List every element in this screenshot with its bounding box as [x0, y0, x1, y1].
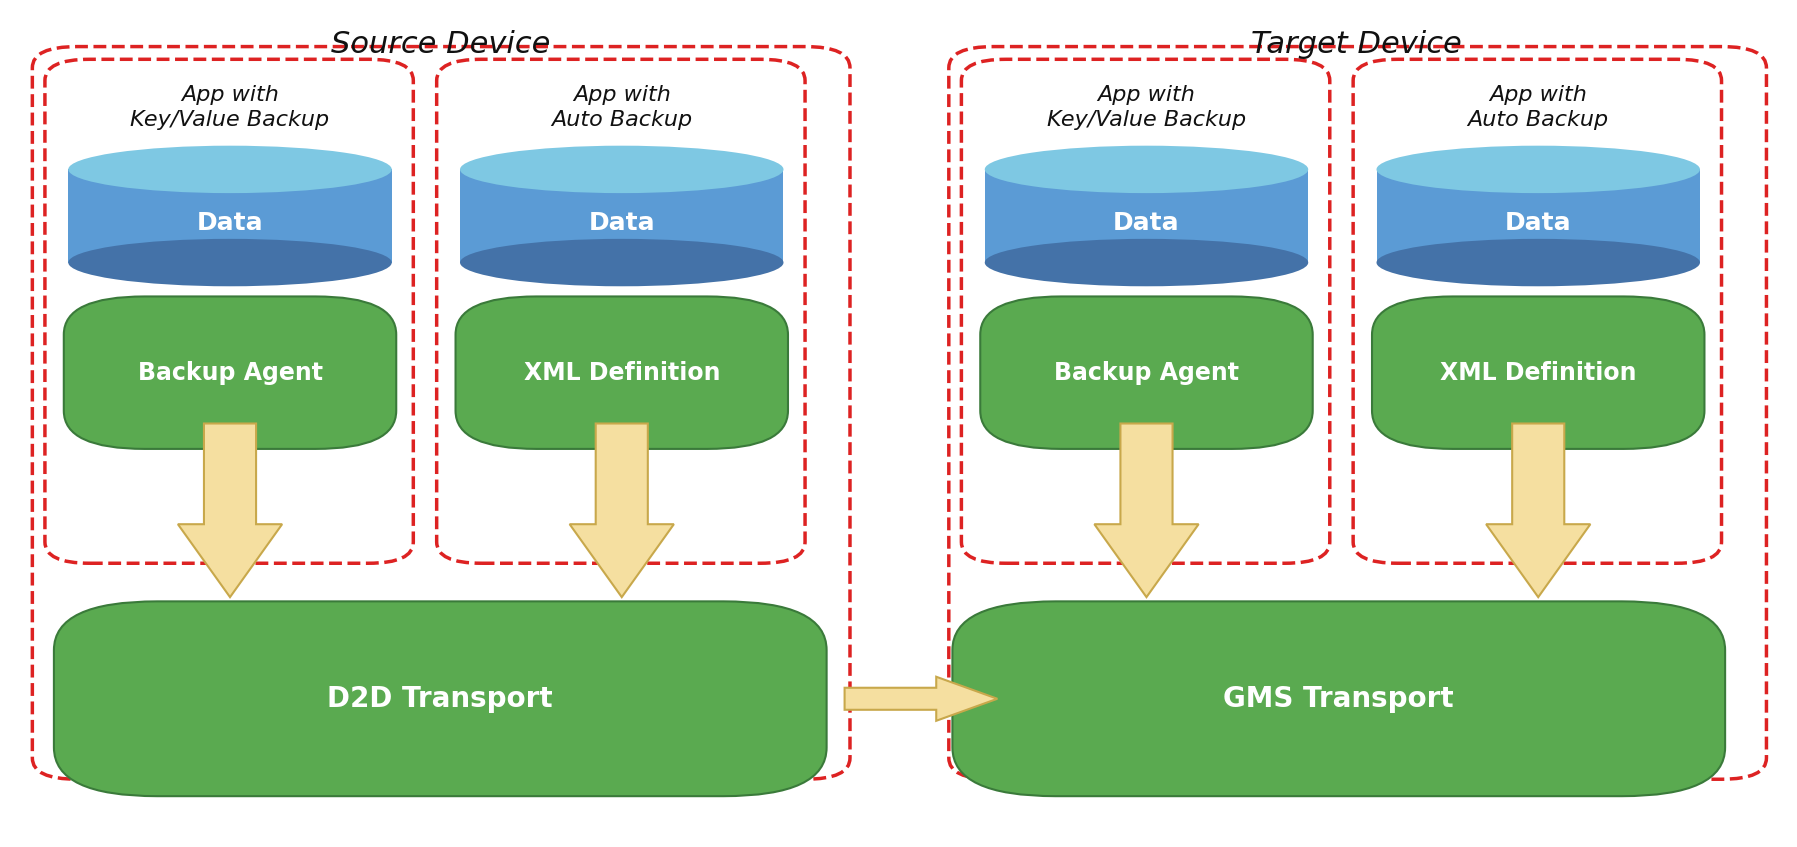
- Ellipse shape: [460, 239, 783, 286]
- FancyBboxPatch shape: [961, 59, 1330, 563]
- FancyBboxPatch shape: [32, 47, 850, 779]
- Text: Backup Agent: Backup Agent: [138, 361, 322, 385]
- FancyBboxPatch shape: [437, 59, 805, 563]
- Bar: [460, 169, 783, 263]
- Text: Source Device: Source Device: [331, 30, 550, 58]
- Ellipse shape: [1377, 146, 1700, 193]
- Text: Backup Agent: Backup Agent: [1055, 361, 1238, 385]
- FancyBboxPatch shape: [1353, 59, 1722, 563]
- Text: App with
Auto Backup: App with Auto Backup: [552, 85, 692, 130]
- Polygon shape: [178, 424, 282, 597]
- Text: XML Definition: XML Definition: [523, 361, 721, 385]
- FancyBboxPatch shape: [1373, 296, 1704, 449]
- FancyBboxPatch shape: [45, 59, 413, 563]
- Ellipse shape: [68, 239, 392, 286]
- Ellipse shape: [985, 146, 1308, 193]
- Polygon shape: [570, 424, 674, 597]
- Ellipse shape: [68, 146, 392, 193]
- FancyBboxPatch shape: [455, 296, 787, 449]
- Bar: [68, 169, 392, 263]
- FancyBboxPatch shape: [949, 47, 1766, 779]
- Text: Backup Manager Service: Backup Manager Service: [302, 761, 579, 781]
- Text: GMS Transport: GMS Transport: [1224, 684, 1454, 713]
- Ellipse shape: [460, 146, 783, 193]
- Bar: [1377, 169, 1700, 263]
- Text: Backup Manager Service: Backup Manager Service: [1200, 761, 1477, 781]
- FancyBboxPatch shape: [65, 296, 395, 449]
- Polygon shape: [1094, 424, 1199, 597]
- Text: Data: Data: [196, 212, 264, 235]
- Ellipse shape: [1377, 239, 1700, 286]
- Ellipse shape: [985, 239, 1308, 286]
- Text: Target Device: Target Device: [1251, 30, 1463, 58]
- Polygon shape: [1486, 424, 1590, 597]
- FancyBboxPatch shape: [54, 601, 827, 796]
- Text: XML Definition: XML Definition: [1439, 361, 1637, 385]
- FancyBboxPatch shape: [981, 296, 1312, 449]
- Text: Data: Data: [588, 212, 656, 235]
- FancyBboxPatch shape: [952, 601, 1725, 796]
- Polygon shape: [845, 677, 997, 721]
- Text: Data: Data: [1112, 212, 1181, 235]
- Text: D2D Transport: D2D Transport: [327, 684, 553, 713]
- Bar: [985, 169, 1308, 263]
- Text: App with
Key/Value Backup: App with Key/Value Backup: [131, 85, 329, 130]
- Text: App with
Key/Value Backup: App with Key/Value Backup: [1048, 85, 1245, 130]
- Text: Data: Data: [1504, 212, 1572, 235]
- Text: App with
Auto Backup: App with Auto Backup: [1468, 85, 1608, 130]
